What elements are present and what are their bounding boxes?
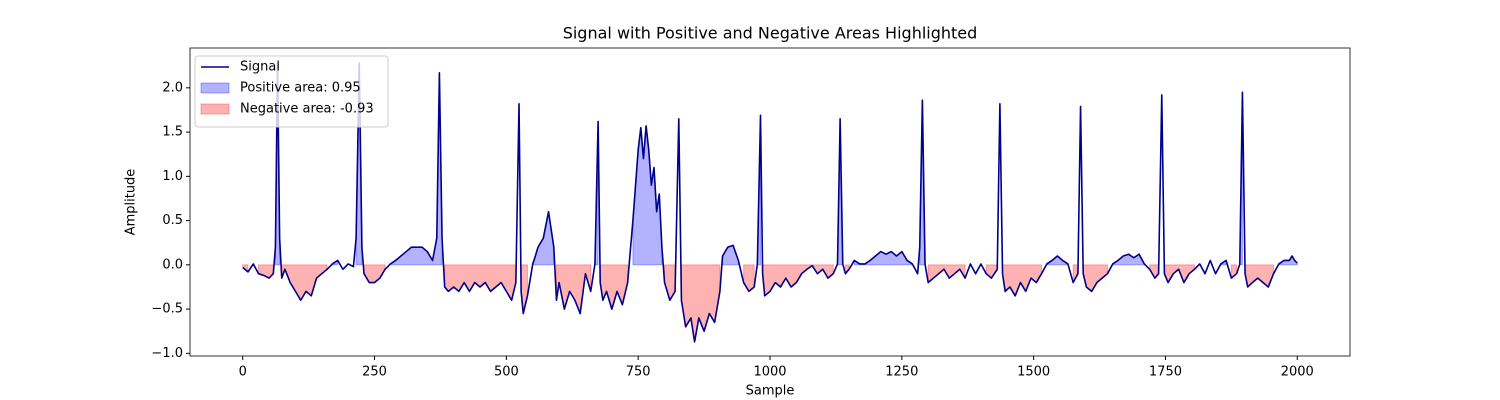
area-fill bbox=[1046, 255, 1069, 266]
chart-title: Signal with Positive and Negative Areas … bbox=[563, 24, 978, 43]
legend-label: Signal bbox=[240, 60, 280, 75]
area-fill bbox=[632, 125, 663, 266]
y-axis-label: Amplitude bbox=[124, 169, 139, 236]
legend-label: Positive area: 0.95 bbox=[240, 81, 361, 96]
signal-line bbox=[242, 62, 1298, 343]
legend-swatch bbox=[200, 103, 230, 115]
x-tick-label: 1250 bbox=[885, 365, 918, 380]
y-tick-label: −1.0 bbox=[151, 346, 183, 361]
x-tick-label: 1750 bbox=[1149, 365, 1182, 380]
area-fill bbox=[555, 264, 592, 316]
x-tick-label: 2000 bbox=[1281, 365, 1314, 380]
y-tick-label: 2.0 bbox=[162, 80, 183, 95]
x-tick-label: 250 bbox=[362, 365, 387, 380]
legend-swatch bbox=[200, 82, 230, 94]
y-tick-label: −0.5 bbox=[151, 302, 183, 317]
y-tick-label: 1.5 bbox=[162, 125, 183, 140]
x-tick-label: 0 bbox=[239, 365, 247, 380]
area-fill bbox=[444, 264, 517, 302]
area-fill bbox=[389, 72, 443, 266]
y-tick-label: 1.0 bbox=[162, 169, 183, 184]
x-tick-label: 1500 bbox=[1017, 365, 1050, 380]
legend-box bbox=[194, 55, 389, 128]
plot-frame bbox=[189, 47, 1351, 357]
legend-label: Negative area: -0.93 bbox=[240, 102, 374, 117]
x-axis-label: Sample bbox=[746, 384, 795, 399]
x-tick-label: 500 bbox=[494, 365, 519, 380]
area-fill bbox=[680, 264, 721, 342]
y-tick-label: 0.0 bbox=[162, 257, 183, 272]
area-fill bbox=[1002, 264, 1043, 297]
x-tick-label: 750 bbox=[626, 365, 651, 380]
x-tick-label: 1000 bbox=[753, 365, 786, 380]
y-tick-label: 0.5 bbox=[162, 213, 183, 228]
